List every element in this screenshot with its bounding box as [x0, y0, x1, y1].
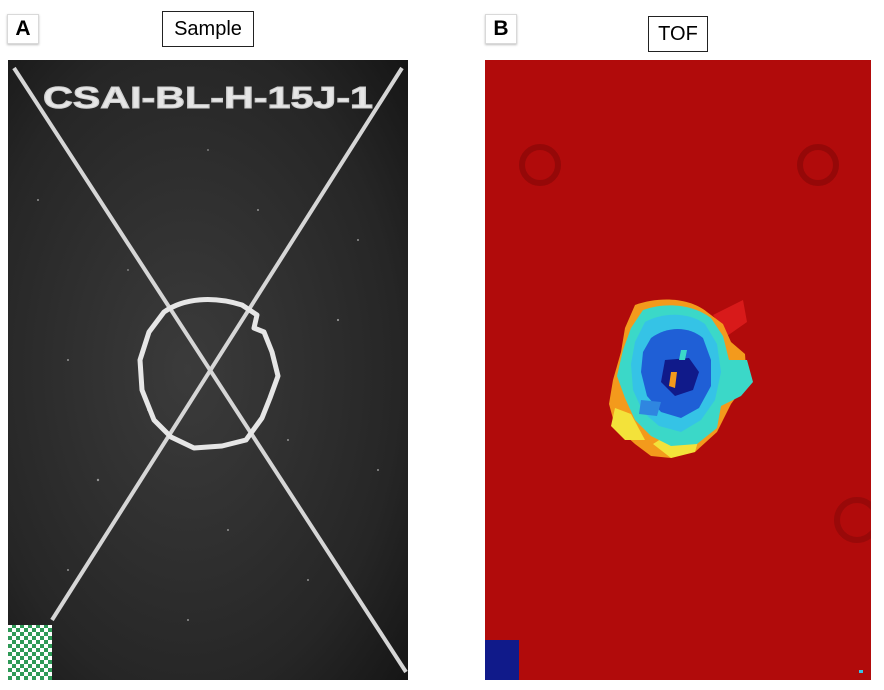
ring-mark-1	[519, 144, 561, 186]
tof-map	[485, 60, 871, 680]
panel-b-letter-text: B	[493, 17, 509, 40]
panel-a-letter: A	[7, 14, 39, 44]
ring-mark-3	[834, 497, 871, 543]
defect-region	[609, 299, 753, 458]
diagonal-line-2	[50, 66, 404, 622]
sample-label: CSAI-BL-H-15J-1	[43, 80, 373, 115]
corner-tag	[8, 625, 52, 680]
panel-a-title: Sample	[162, 11, 254, 47]
panel-b-title: TOF	[648, 16, 708, 52]
panel-b-title-text: TOF	[658, 22, 698, 45]
sample-photo: CSAI-BL-H-15J-1	[8, 60, 408, 680]
panel-a-letter-text: A	[15, 17, 31, 40]
panel-a-title-text: Sample	[174, 17, 242, 40]
panel-b-letter: B	[485, 14, 517, 44]
dust-specks	[37, 149, 379, 621]
corner-dot	[859, 670, 863, 673]
ring-mark-2	[797, 144, 839, 186]
corner-block	[485, 640, 519, 680]
damage-outline	[137, 297, 281, 451]
